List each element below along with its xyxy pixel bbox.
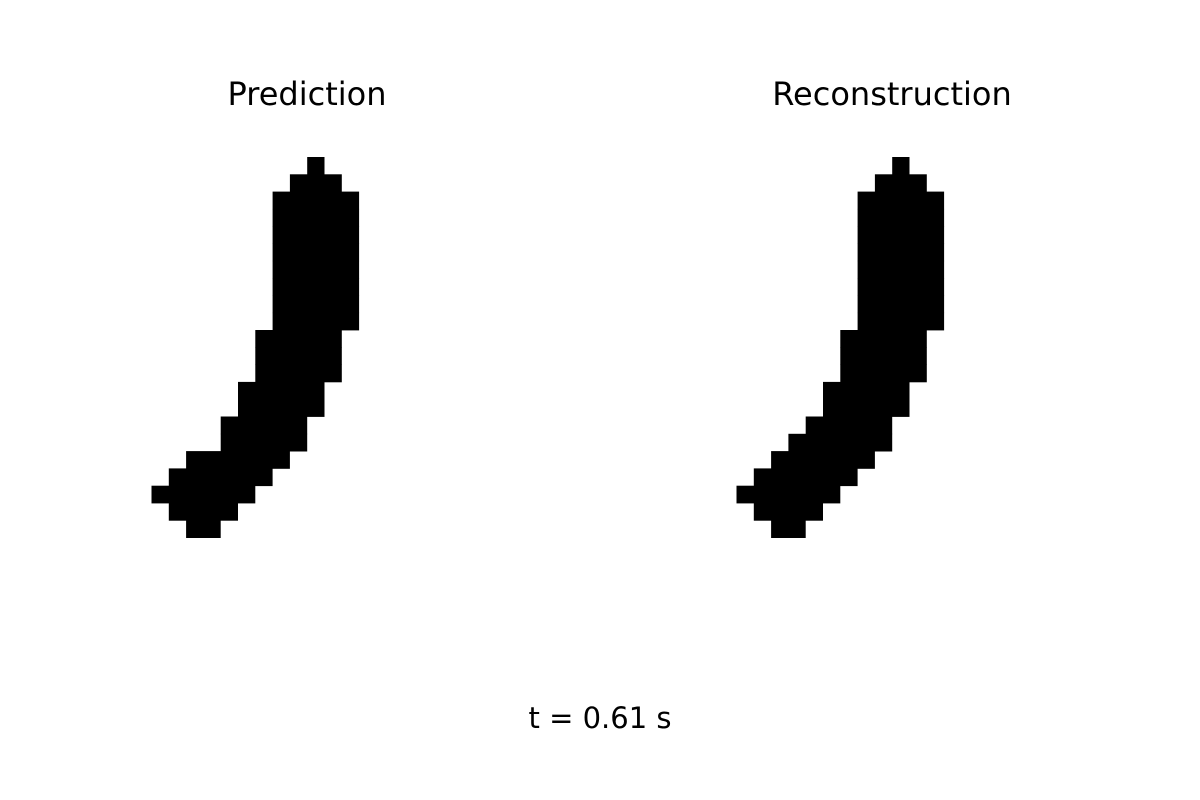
pixel-row	[771, 451, 875, 469]
pixel-row	[857, 243, 945, 262]
pixel-row	[788, 433, 893, 452]
pixel-row	[840, 347, 927, 365]
pixel-row	[272, 295, 360, 314]
prediction-title: Prediction	[227, 75, 387, 113]
pixel-row	[272, 260, 360, 279]
pixel-row	[805, 416, 893, 435]
pixel-row	[220, 416, 308, 435]
time-label: t = 0.61 s	[528, 701, 672, 735]
pixel-row	[272, 208, 360, 227]
pixel-row	[753, 503, 823, 521]
reconstruction-title: Reconstruction	[772, 75, 1012, 113]
pixel-row	[151, 485, 256, 504]
pixel-row	[272, 226, 360, 244]
pixel-row	[168, 468, 273, 487]
pixel-row	[823, 381, 910, 400]
pixel-row	[186, 451, 290, 469]
pixel-row	[238, 381, 325, 400]
pixel-row	[272, 243, 360, 262]
pixel-row	[857, 295, 945, 314]
pixel-row	[857, 208, 945, 227]
pixel-row	[168, 503, 238, 521]
pixel-row	[753, 468, 858, 487]
pixel-row	[238, 399, 325, 417]
pixel-row	[289, 174, 342, 192]
pixel-row	[255, 364, 342, 383]
pixel-row	[272, 278, 360, 296]
pixel-row	[892, 157, 910, 175]
pixel-row	[857, 278, 945, 296]
pixel-row	[857, 260, 945, 279]
pixel-row	[857, 226, 945, 244]
pixel-row	[857, 191, 945, 210]
pixel-row	[823, 399, 910, 417]
reconstruction-frame	[736, 157, 945, 538]
pixel-row	[840, 364, 927, 383]
pixel-row	[307, 157, 325, 175]
pixel-row	[272, 312, 360, 331]
pixel-row	[255, 347, 342, 365]
pixel-row	[255, 330, 342, 348]
prediction-frame	[151, 157, 360, 538]
pixel-row	[771, 520, 806, 538]
pixel-row	[220, 433, 308, 452]
pixel-row	[736, 485, 841, 504]
pixel-row	[840, 330, 927, 348]
pixel-row	[857, 312, 945, 331]
pixel-row	[186, 520, 221, 538]
pixel-row	[272, 191, 360, 210]
pixel-row	[874, 174, 927, 192]
